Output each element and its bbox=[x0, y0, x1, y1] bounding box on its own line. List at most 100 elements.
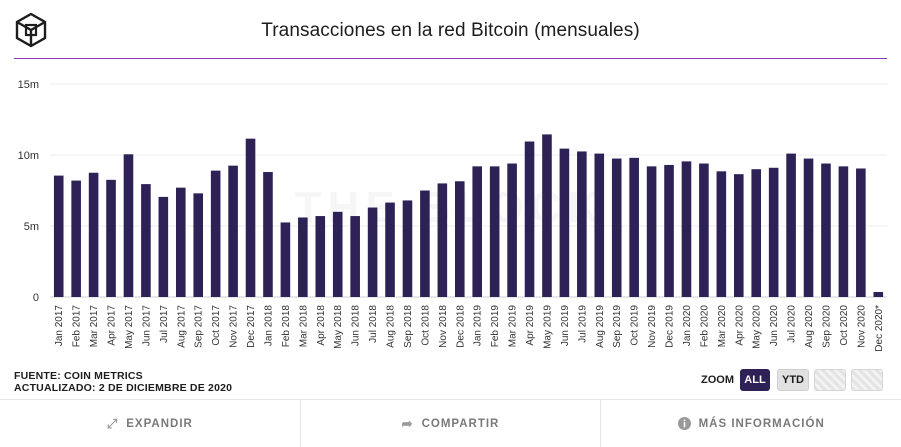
x-tick-label: Oct 2017 bbox=[211, 305, 222, 346]
expand-icon: ⤢ bbox=[106, 415, 119, 431]
bar bbox=[88, 172, 99, 297]
source-note: FUENTE: COIN METRICS ACTUALIZADO: 2 DE D… bbox=[14, 370, 232, 394]
x-tick-label: May 2018 bbox=[333, 305, 344, 349]
bar bbox=[210, 170, 221, 297]
bar bbox=[53, 175, 64, 297]
x-tick-label: Sep 2018 bbox=[403, 305, 414, 348]
bar bbox=[454, 181, 465, 297]
x-tick-label: Jan 2020 bbox=[682, 305, 693, 347]
bar bbox=[367, 207, 378, 297]
bar bbox=[315, 216, 326, 297]
more-info-button[interactable]: MÁS INFORMACIÓN bbox=[600, 400, 901, 447]
more-info-label: MÁS INFORMACIÓN bbox=[698, 417, 825, 430]
x-tick-label: Dec 2020* bbox=[874, 305, 885, 352]
bar bbox=[141, 184, 151, 297]
x-tick-label: Apr 2018 bbox=[316, 305, 327, 346]
bar bbox=[838, 166, 849, 297]
x-tick-label: Jun 2018 bbox=[351, 305, 362, 347]
bar bbox=[873, 292, 884, 297]
x-tick-label: Mar 2020 bbox=[717, 305, 728, 348]
x-tick-label: Mar 2019 bbox=[508, 305, 519, 348]
bar bbox=[768, 167, 779, 297]
updated-line: ACTUALIZADO: 2 DE DICIEMBRE DE 2020 bbox=[14, 382, 233, 394]
bar bbox=[699, 163, 709, 297]
bar bbox=[489, 166, 500, 297]
x-tick-label: Dec 2018 bbox=[455, 305, 466, 348]
x-tick-label: May 2019 bbox=[542, 305, 553, 349]
y-tick-label: 5m bbox=[24, 221, 39, 233]
zoom-ytd-button[interactable]: YTD bbox=[777, 369, 809, 391]
x-tick-label: Jan 2018 bbox=[263, 305, 274, 347]
x-tick-label: Dec 2017 bbox=[246, 305, 257, 348]
x-tick-label: Feb 2020 bbox=[699, 305, 710, 348]
x-tick-label: Nov 2017 bbox=[229, 305, 240, 348]
zoom-disabled-button bbox=[814, 369, 846, 391]
expand-label: EXPANDIR bbox=[126, 417, 193, 430]
bar bbox=[786, 153, 796, 297]
x-tick-label: Mar 2018 bbox=[298, 305, 309, 348]
x-tick-label: Aug 2018 bbox=[386, 305, 397, 348]
share-icon: ➦ bbox=[401, 415, 414, 431]
x-tick-label: Feb 2018 bbox=[281, 305, 292, 348]
bar bbox=[437, 183, 448, 297]
bar bbox=[350, 216, 360, 297]
y-tick-label: 15m bbox=[18, 79, 39, 91]
bar bbox=[245, 138, 256, 297]
x-tick-label: Apr 2017 bbox=[107, 305, 118, 346]
x-tick-label: Nov 2020 bbox=[856, 305, 867, 348]
x-tick-label: Mar 2017 bbox=[89, 305, 100, 348]
bar bbox=[298, 217, 308, 297]
bar bbox=[332, 211, 343, 297]
bar bbox=[280, 222, 291, 297]
x-tick-label: Jul 2017 bbox=[159, 305, 170, 343]
the-block-logo-icon bbox=[15, 12, 47, 48]
x-tick-label: Oct 2018 bbox=[420, 305, 431, 346]
x-tick-label: Jan 2019 bbox=[473, 305, 484, 347]
bar bbox=[803, 158, 814, 297]
bar bbox=[856, 168, 866, 297]
x-tick-label: Sep 2019 bbox=[612, 305, 623, 348]
x-tick-label: Aug 2019 bbox=[595, 305, 606, 348]
x-tick-label: Jul 2020 bbox=[787, 305, 798, 343]
bar bbox=[559, 148, 570, 297]
x-tick-label: Sep 2020 bbox=[821, 305, 832, 348]
x-tick-label: Oct 2020 bbox=[839, 305, 850, 346]
bar bbox=[507, 163, 517, 297]
bar bbox=[71, 180, 81, 297]
zoom-all-button[interactable]: ALL bbox=[740, 369, 770, 391]
x-tick-label: Feb 2017 bbox=[72, 305, 83, 348]
bar bbox=[646, 166, 657, 297]
x-tick-label: Oct 2019 bbox=[630, 305, 641, 346]
bar bbox=[733, 174, 744, 297]
share-button[interactable]: ➦ COMPARTIR bbox=[299, 400, 601, 447]
x-tick-label: Nov 2018 bbox=[438, 305, 449, 348]
source-line: FUENTE: COIN METRICS bbox=[14, 370, 143, 382]
y-tick-label: 0 bbox=[33, 292, 39, 304]
zoom-label: ZOOM bbox=[701, 374, 734, 386]
x-tick-label: May 2017 bbox=[124, 305, 135, 349]
bar bbox=[402, 200, 413, 297]
bar bbox=[577, 151, 587, 297]
x-tick-label: Jun 2017 bbox=[141, 305, 152, 347]
bar bbox=[542, 134, 552, 297]
x-tick-label: Nov 2019 bbox=[647, 305, 658, 348]
x-tick-label: Jan 2017 bbox=[54, 305, 65, 347]
bar bbox=[681, 161, 692, 297]
info-icon bbox=[677, 417, 691, 430]
title-divider bbox=[14, 58, 887, 59]
footer-bar: ⤢ EXPANDIR ➦ COMPARTIR MÁS INFORMACIÓN bbox=[0, 399, 901, 447]
x-tick-label: Sep 2017 bbox=[194, 305, 205, 348]
expand-button[interactable]: ⤢ EXPANDIR bbox=[0, 400, 300, 447]
x-tick-label: Jun 2019 bbox=[560, 305, 571, 347]
bar bbox=[629, 157, 639, 297]
x-tick-label: Feb 2019 bbox=[490, 305, 501, 348]
bar bbox=[158, 196, 169, 297]
bar bbox=[263, 172, 273, 297]
bar bbox=[716, 171, 727, 297]
bar bbox=[472, 166, 483, 297]
x-tick-label: Aug 2020 bbox=[804, 305, 815, 348]
bar bbox=[524, 141, 535, 297]
x-tick-label: Jul 2018 bbox=[368, 305, 379, 343]
x-tick-label: Apr 2020 bbox=[734, 305, 745, 346]
